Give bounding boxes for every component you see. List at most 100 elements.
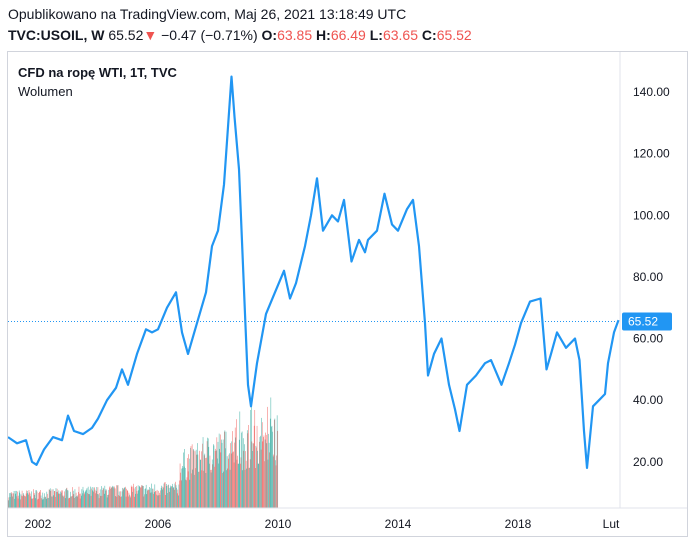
volume-bar — [238, 463, 239, 508]
volume-bar — [136, 490, 138, 508]
volume-bar — [110, 487, 112, 508]
volume-bar — [220, 452, 222, 508]
volume-bar — [251, 403, 252, 508]
volume-bar — [45, 497, 46, 508]
volume-bar — [14, 490, 16, 508]
volume-bar — [94, 489, 96, 508]
volume-bar — [30, 496, 31, 508]
volume-bar — [44, 496, 46, 508]
volume-bar — [255, 445, 257, 508]
volume-bar — [13, 493, 14, 508]
volume-bar — [118, 491, 120, 508]
volume-bar — [217, 458, 218, 508]
volume-bar — [195, 468, 196, 508]
volume-bar — [33, 493, 35, 508]
volume-bar — [118, 495, 119, 508]
volume-bar — [273, 419, 275, 508]
volume-bar — [170, 485, 171, 508]
volume-bar — [240, 457, 242, 508]
volume-bar — [226, 456, 228, 508]
volume-bar — [91, 487, 93, 508]
volume-bar — [209, 455, 211, 508]
volume-bar — [47, 493, 48, 508]
volume-bar — [262, 441, 264, 508]
volume-bar — [245, 460, 247, 508]
low-value: 63.65 — [382, 27, 419, 43]
volume-bar — [104, 485, 106, 508]
volume-bar — [242, 438, 244, 508]
volume-bar — [161, 485, 162, 508]
volume-bar — [234, 427, 236, 508]
volume-bar — [107, 494, 109, 508]
volume-bar — [71, 495, 73, 508]
volume-bar — [194, 451, 196, 508]
volume-bar — [133, 488, 135, 508]
volume-bar — [167, 493, 168, 508]
volume-bar — [178, 495, 179, 508]
volume-bar — [88, 494, 90, 508]
volume-bar — [167, 485, 169, 508]
volume-bar — [233, 451, 234, 508]
x-axis-ticks: 2002 2006 2010 2014 2018 Lut — [25, 517, 620, 531]
volume-bar — [213, 444, 214, 508]
volume-bar — [109, 487, 110, 508]
volume-bar — [164, 482, 166, 508]
volume-bar — [75, 492, 77, 508]
volume-bar — [128, 492, 130, 508]
volume-bar — [182, 466, 183, 508]
axes — [8, 52, 687, 509]
volume-bar — [96, 487, 98, 508]
volume-bar — [37, 498, 39, 508]
volume-bar — [181, 468, 183, 508]
volume-bar — [216, 437, 218, 508]
symbol-name[interactable]: TVC:USOIL, W — [8, 27, 105, 43]
volume-bar — [22, 496, 23, 508]
volume-bar — [20, 499, 21, 508]
volume-bar — [92, 490, 94, 508]
legend-volume-label[interactable]: Wolumen — [18, 84, 73, 99]
volume-bar — [50, 490, 52, 508]
volume-bar — [62, 490, 63, 508]
volume-bar — [214, 451, 216, 508]
x-tick-label: 2006 — [145, 517, 172, 531]
volume-bar — [206, 441, 208, 508]
volume-bar — [197, 443, 198, 508]
price-chart[interactable]: 20.00 40.00 60.00 80.00 100.00 120.00 140.00 2… — [8, 52, 687, 536]
volume-bar — [242, 470, 243, 508]
volume-bar — [59, 494, 61, 508]
volume-bar — [115, 496, 117, 508]
volume-bar — [156, 494, 157, 508]
price-line[interactable] — [8, 75, 620, 469]
x-tick-label: Lut — [603, 517, 620, 531]
volume-bar — [99, 493, 100, 508]
volume-bar — [199, 459, 201, 508]
volume-bar — [268, 433, 269, 508]
volume-bar — [103, 488, 104, 508]
last-price-text: 65.52 — [108, 27, 144, 43]
volume-bar — [227, 468, 229, 508]
volume-bar — [192, 469, 193, 508]
volume-bar — [107, 495, 108, 508]
volume-bar — [130, 485, 132, 508]
volume-bar — [90, 495, 92, 508]
volume-bar — [56, 488, 58, 508]
volume-bar — [155, 491, 156, 508]
volume-bar — [91, 488, 92, 508]
volume-bar — [79, 493, 80, 508]
volume-bar — [143, 496, 145, 508]
volume-bar — [129, 495, 131, 508]
volume-bar — [255, 468, 256, 508]
volume-bar — [159, 494, 161, 508]
volume-bar — [237, 455, 238, 508]
legend-title[interactable]: CFD na ropę WTI, 1T, TVC — [18, 65, 177, 80]
volume-bar — [126, 490, 128, 508]
volume-bar — [102, 490, 103, 508]
volume-bar — [49, 488, 51, 508]
volume-bar — [258, 463, 260, 508]
chart-frame[interactable]: 20.00 40.00 60.00 80.00 100.00 120.00 140.00 2… — [7, 51, 688, 537]
volume-bar — [190, 446, 192, 508]
volume-bar — [203, 470, 204, 508]
volume-bar — [93, 491, 94, 508]
volume-bar — [123, 489, 125, 508]
volume-bar — [241, 431, 243, 508]
